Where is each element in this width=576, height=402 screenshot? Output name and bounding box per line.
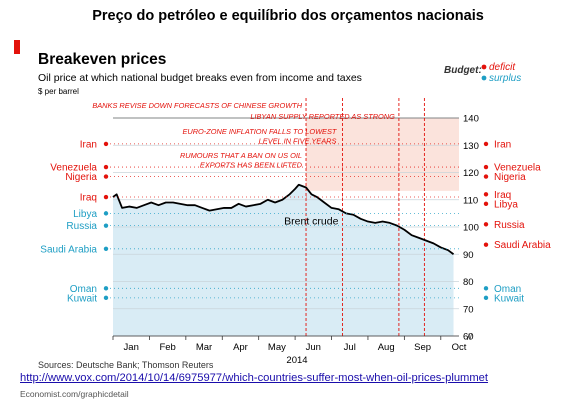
event-annotation-3: RUMOURS THAT A BAN ON US OIL xyxy=(180,151,302,160)
y-tick-label: 70 xyxy=(463,304,474,315)
x-tick-label: Aug xyxy=(378,342,395,353)
left-country-label: Kuwait xyxy=(67,293,97,304)
y-axis-label: $ per barrel xyxy=(38,87,79,96)
y-tick-label: 130 xyxy=(463,141,479,152)
right-country-dot xyxy=(483,286,489,291)
legend-surplus-label: surplus xyxy=(489,73,521,84)
credit-note: Economist.com/graphicdetail xyxy=(20,389,129,399)
y-tick-label: 120 xyxy=(463,168,479,179)
x-tick-label: Oct xyxy=(452,342,467,353)
left-country-label: Venezuela xyxy=(50,163,97,174)
chart-title: Breakeven prices xyxy=(38,51,166,68)
x-tick-label: Mar xyxy=(196,342,212,353)
event-annotation-3: EXPORTS HAS BEEN LIFTED xyxy=(200,161,303,170)
right-country-dot xyxy=(483,192,489,197)
right-country-label: Kuwait xyxy=(494,293,524,304)
breakeven-chart: Breakeven prices Oil price at which nati… xyxy=(14,40,551,399)
source-url-link[interactable]: http://www.vox.com/2014/10/14/6975977/wh… xyxy=(20,372,489,384)
x-tick-label: Sep xyxy=(414,342,431,353)
right-country-label: Nigeria xyxy=(494,172,526,183)
x-tick-label: Feb xyxy=(159,342,175,353)
right-country-label: Iraq xyxy=(494,190,511,201)
page-title: Preço do petróleo e equilíbrio dos orçam… xyxy=(92,8,484,24)
chart-subtitle: Oil price at which national budget break… xyxy=(38,72,362,84)
event-annotation-0: BANKS REVISE DOWN FORECASTS OF CHINESE G… xyxy=(92,101,302,110)
economist-red-tag xyxy=(14,40,20,54)
event-annotation-1: LIBYAN SUPPLY REPORTED AS STRONG xyxy=(250,112,395,121)
event-annotation-2: LEVEL IN FIVE YEARS xyxy=(259,137,337,146)
right-country-dot xyxy=(483,295,489,301)
left-country-label: Iran xyxy=(80,139,97,150)
x-tick-label: Jan xyxy=(124,342,139,353)
right-country-dot xyxy=(483,222,489,227)
right-country-label: Oman xyxy=(494,284,521,295)
right-country-label: Russia xyxy=(494,220,525,231)
sources-note: Sources: Deutsche Bank; Thomson Reuters xyxy=(38,360,214,370)
right-country-dot xyxy=(483,201,489,207)
x-tick-label: Jul xyxy=(344,342,356,353)
y-tick-label: 80 xyxy=(463,277,474,288)
legend-title: Budget: xyxy=(444,65,482,76)
right-country-label: Venezuela xyxy=(494,163,541,174)
right-country-label: Iran xyxy=(494,139,511,150)
series-label-brent: Brent crude xyxy=(284,215,338,227)
x-tick-label: Apr xyxy=(233,342,248,353)
y-tick-label: 60 xyxy=(463,332,474,343)
x-tick-label: Jun xyxy=(306,342,321,353)
left-country-label: Nigeria xyxy=(65,172,97,183)
y-tick-label: 90 xyxy=(463,250,474,261)
y-tick-label: 100 xyxy=(463,223,479,234)
plot-area: 60 70 80 90 100 110 120 130 140 BANKS REVISE DOWN… xyxy=(40,98,551,353)
right-country-dot xyxy=(483,174,489,179)
x-tick-label: May xyxy=(268,342,286,353)
x-axis-year-label: 2014 xyxy=(286,355,307,366)
right-country-label: Saudi Arabia xyxy=(494,240,551,251)
event-band xyxy=(306,118,459,191)
left-country-label: Oman xyxy=(70,284,97,295)
right-country-dot xyxy=(483,164,489,170)
y-tick-label: 140 xyxy=(463,114,479,125)
y-tick-label: 110 xyxy=(463,195,478,206)
left-country-label: Russia xyxy=(66,221,97,232)
left-country-label: Libya xyxy=(73,209,97,220)
event-annotation-2: EURO-ZONE INFLATION FALLS TO LOWEST xyxy=(182,127,336,136)
left-country-label: Saudi Arabia xyxy=(40,244,97,255)
brent-crude-line xyxy=(112,183,455,255)
left-country-label: Iraq xyxy=(80,193,97,204)
axis-break-mark: // xyxy=(467,332,473,342)
legend-deficit-label: deficit xyxy=(489,62,516,73)
right-country-dot xyxy=(483,242,489,247)
chart-figure: Breakeven prices Oil price at which nati… xyxy=(0,36,576,402)
right-country-label: Libya xyxy=(494,199,518,210)
legend-deficit-marker xyxy=(481,64,487,70)
legend-surplus-marker xyxy=(481,75,487,81)
right-country-dot xyxy=(483,141,489,147)
